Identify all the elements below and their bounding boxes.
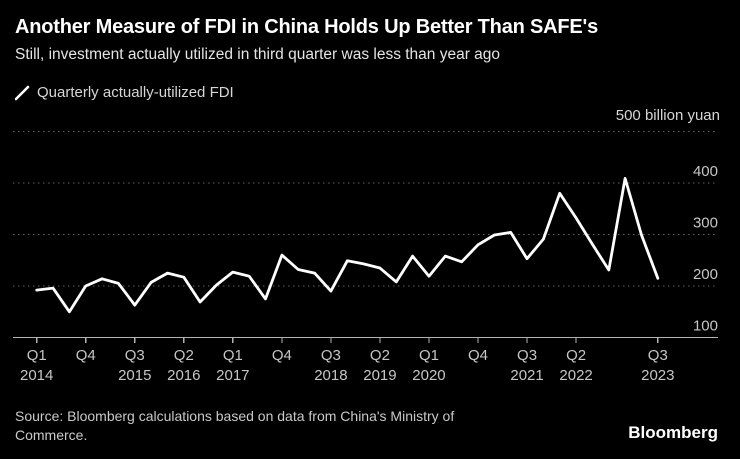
x-tick-label-quarter: Q2 [566,347,586,364]
legend-label: Quarterly actually-utilized FDI [37,84,234,101]
x-tick-label-quarter: Q1 [419,347,439,364]
x-tick-label-year: 2014 [20,367,53,384]
fdi-series-line [35,176,660,314]
x-tick-label-quarter: Q3 [125,347,145,364]
x-tick-label-year: 2020 [412,367,445,384]
x-tick-label-quarter: Q2 [174,347,194,364]
x-tick-label-quarter: Q4 [76,347,96,364]
y-axis-unit-label: 500 billion yuan [615,107,720,124]
x-tick-label-year: 2015 [118,367,151,384]
x-tick-label-quarter: Q2 [370,347,390,364]
chart-title: Another Measure of FDI in China Holds Up… [15,16,599,38]
x-tick-label-quarter: Q1 [27,347,47,364]
x-tick-label-quarter: Q3 [648,347,668,364]
x-tick-label-quarter: Q3 [517,347,537,364]
y-tick-label-200: 200 [693,266,718,283]
source-line-1: Source: Bloomberg calculations based on … [15,408,455,424]
x-tick-label-quarter: Q3 [321,347,341,364]
x-tick-label-year: 2021 [510,367,543,384]
x-tick-label-year: 2018 [314,367,347,384]
x-tick-label-year: 2023 [641,367,674,384]
x-tick-label-quarter: Q4 [468,347,488,364]
source-line-2: Commerce. [15,427,88,443]
chart-subtitle: Still, investment actually utilized in t… [15,46,501,63]
x-tick-label-year: 2017 [216,367,249,384]
x-tick-label-quarter: Q1 [223,347,243,364]
y-tick-label-400: 400 [693,163,718,180]
legend: Quarterly actually-utilized FDI [15,84,234,101]
x-tick-label-quarter: Q4 [272,347,292,364]
y-tick-label-100: 100 [693,318,718,335]
x-tick-label-year: 2022 [559,367,592,384]
source-note: Source: Bloomberg calculations based on … [15,407,575,445]
line-series-icon [15,85,30,100]
x-tick-label-year: 2016 [167,367,200,384]
x-tick-label-year: 2019 [363,367,396,384]
bloomberg-logo: Bloomberg [628,423,718,442]
y-tick-label-300: 300 [693,215,718,232]
